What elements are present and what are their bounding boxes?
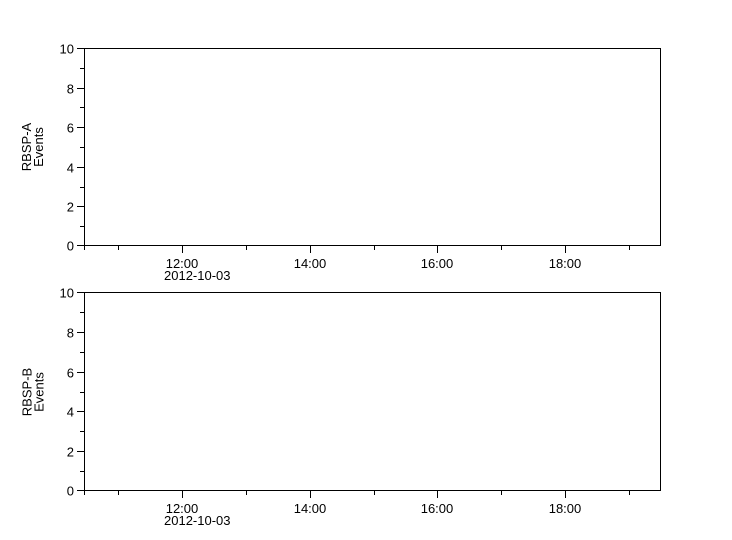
y-tick-label: 8 [66,325,74,340]
y-tick-label: 10 [59,41,74,56]
y-tick-label: 2 [66,444,74,459]
plot-area-rbsp-a[interactable] [84,48,661,246]
y-minor-tick [80,392,84,393]
y-minor-tick [80,431,84,432]
y-major-tick [77,292,84,293]
panel-rbsp-b: 0 2 4 6 8 10 12:00 14:00 16:00 18:00 2012-10-03 R… [20,286,661,527]
y-tick-label: 2 [66,199,74,214]
y-tick-label: 4 [66,160,74,175]
y-tick-label: 8 [66,81,74,96]
y-major-tick [77,245,84,246]
x-axis-date-label: 2012-10-03 [164,513,231,528]
x-tick-label: 14:00 [293,501,327,516]
y-tick-label: 0 [66,483,74,498]
x-minor-tick [374,491,375,495]
y-tick-label: 10 [59,285,74,300]
x-tick-label: 12:00 [165,501,199,516]
x-tick-label: 18:00 [548,501,582,516]
panel-rbsp-a: 0 2 4 6 8 10 12:00 14:00 16:00 18:00 2012-10-03 R… [19,42,661,282]
y-axis-label-rbsp-a: RBSP-A Events [19,48,46,246]
y-major-tick [77,127,84,128]
y-minor-tick [80,147,84,148]
x-minor-tick [629,491,630,495]
x-minor-tick [629,246,630,250]
y-tick-label: 6 [66,365,74,380]
y-major-tick [77,167,84,168]
x-major-tick [310,246,311,253]
x-major-tick [182,246,183,253]
y-axis-label-rbsp-b: RBSP-B Events [20,293,47,492]
x-major-tick [437,491,438,498]
y-tick-label: 4 [66,404,74,419]
y-major-tick [77,206,84,207]
x-edge-tick [84,246,85,250]
x-major-tick [565,491,566,498]
y-axis-label-line: Events [31,127,46,167]
x-edge-tick [84,491,85,495]
x-minor-tick [246,491,247,495]
x-major-tick [182,491,183,498]
y-major-tick [77,490,84,491]
x-major-tick [565,246,566,253]
y-major-tick [77,372,84,373]
x-minor-tick [246,246,247,250]
y-minor-tick [80,471,84,472]
y-major-tick [77,451,84,452]
x-minor-tick [118,491,119,495]
y-tick-label: 6 [66,120,74,135]
x-tick-label: 14:00 [293,256,327,271]
x-major-tick [310,491,311,498]
y-minor-tick [80,312,84,313]
x-minor-tick [501,491,502,495]
y-major-tick [77,332,84,333]
x-tick-label: 16:00 [420,256,454,271]
y-major-tick [77,411,84,412]
x-tick-label: 12:00 [165,256,199,271]
y-minor-tick [80,68,84,69]
y-major-tick [77,48,84,49]
y-minor-tick [80,187,84,188]
x-minor-tick [501,246,502,250]
y-axis-label-line: Events [31,372,47,412]
x-minor-tick [374,246,375,250]
x-axis-date-label: 2012-10-03 [164,268,231,283]
y-tick-label: 0 [66,238,74,253]
y-minor-tick [80,107,84,108]
y-minor-tick [80,352,84,353]
plot-area-rbsp-b[interactable] [84,292,661,491]
x-major-tick [437,246,438,253]
y-major-tick [77,88,84,89]
x-tick-label: 16:00 [420,501,454,516]
y-minor-tick [80,226,84,227]
x-tick-label: 18:00 [548,256,582,271]
x-minor-tick [118,246,119,250]
